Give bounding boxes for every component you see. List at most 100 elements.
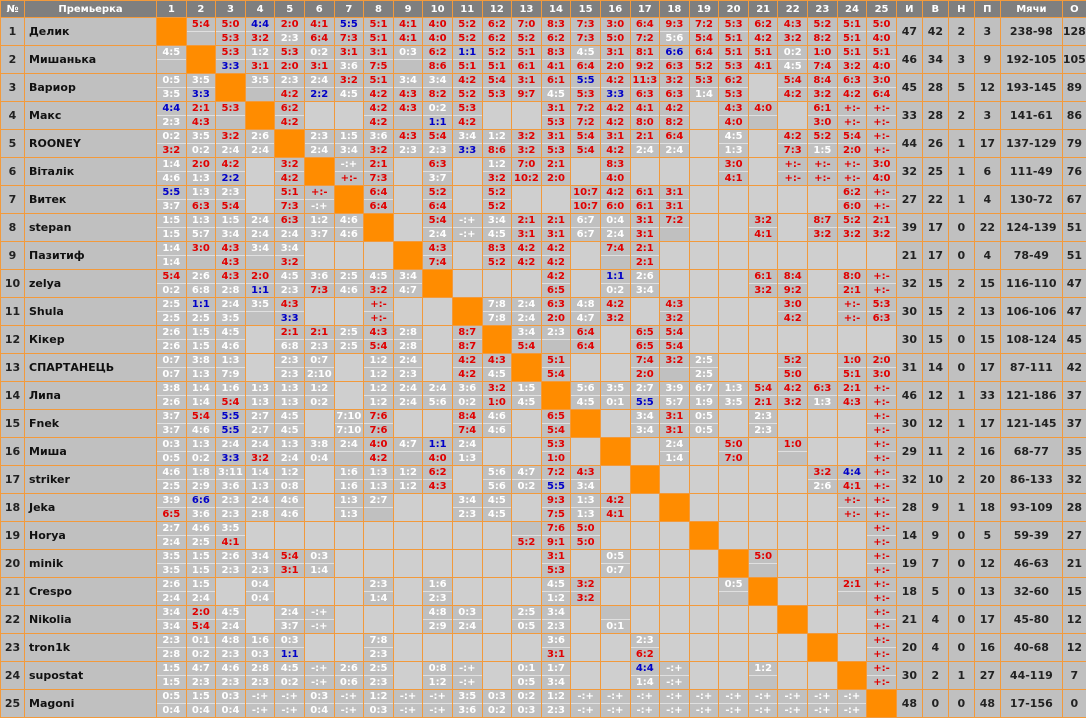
stat-goals: 193-145 — [999, 73, 1063, 102]
stat-points: 32 — [1061, 465, 1086, 494]
score — [542, 340, 570, 353]
score: +:- — [867, 663, 896, 676]
stat-draws: 1 — [947, 381, 975, 410]
score: 5:3 — [275, 47, 304, 60]
score-cell: 3:4 4:3 — [392, 73, 424, 102]
score: 2:1 — [754, 397, 773, 408]
header-cell: 22 — [777, 0, 809, 18]
score: 1:5 — [162, 229, 181, 240]
team-row: 11 Shula 2:5 2:5 1:1 2:5 2:4 3:5 3:5 4:3 3:3 +:- +:-… — [0, 297, 1086, 326]
score-cell — [629, 493, 661, 522]
score: 5:4 — [483, 75, 511, 88]
score: 1:4 — [191, 397, 210, 408]
header-cell: 20 — [718, 0, 749, 18]
score-cell: 3:1 5:3 — [540, 549, 572, 578]
score: 4:2 — [601, 495, 630, 508]
score: 1:2 — [275, 467, 304, 480]
score: 8:3 — [483, 243, 511, 256]
score-cell: 5:1 5:4 — [540, 353, 572, 382]
score — [246, 256, 274, 269]
score-cell: 0:3 — [392, 45, 424, 74]
score: 1:3 — [191, 369, 210, 380]
score-cell: +:- +:- — [866, 101, 897, 130]
score: 1:5 — [187, 327, 215, 340]
score: 11:3 — [630, 75, 659, 88]
score: 0:5 — [695, 425, 713, 436]
score: 2:4 — [221, 145, 240, 156]
score: 1:2 — [364, 691, 393, 704]
score-cell: 1:3 1:3 — [274, 381, 305, 410]
stat-points: 51 — [1061, 213, 1086, 242]
score: 3:2 — [660, 75, 689, 88]
score-cell — [659, 577, 690, 606]
score: 3:4 — [483, 215, 511, 228]
score: 2:3 — [754, 425, 773, 436]
score-cell: 6:2 6:2 — [481, 17, 513, 46]
score: 3:3 — [221, 61, 240, 72]
score-cell — [659, 241, 690, 270]
stat-points: 128 — [1061, 17, 1086, 46]
diagonal-cell — [156, 17, 187, 46]
score: 0:4 — [251, 593, 270, 604]
header-cell: 21 — [747, 0, 779, 18]
stat-wins: 34 — [921, 45, 949, 74]
score: 2:8 — [394, 327, 422, 340]
score: 6:1 — [517, 61, 536, 72]
score: 4:2 — [280, 89, 299, 100]
score: 2:5 — [191, 537, 210, 548]
score-cell: +:- +:- — [866, 661, 897, 690]
score: +:- — [873, 565, 890, 576]
score-cell — [511, 269, 542, 298]
score-cell: 10:7 10:7 — [570, 185, 601, 214]
score: 5:1 — [842, 33, 861, 44]
score: +:- — [814, 173, 831, 184]
score-cell: 2:6 3:4 — [629, 269, 661, 298]
score: 6:4 — [872, 89, 891, 100]
score-cell: 8:3 5:2 — [481, 241, 513, 270]
score-cell: 3:2 6:3 — [659, 73, 690, 102]
score-cell: -:+ -:+ — [244, 689, 276, 718]
score-cell — [392, 213, 424, 242]
score-cell: +:- +:- — [866, 381, 897, 410]
score-cell — [481, 661, 513, 690]
score: 5:4 — [749, 383, 777, 396]
score-cell — [570, 661, 601, 690]
score-cell: 2:8 2:8 — [392, 325, 424, 354]
stat-wins: 11 — [921, 437, 949, 466]
score — [749, 116, 777, 129]
score-cell: 6:2 4:2 — [274, 101, 305, 130]
score: 1:3 — [191, 173, 210, 184]
score-cell — [807, 325, 838, 354]
score: 5:1 — [838, 47, 866, 60]
score-cell — [392, 633, 424, 662]
score: 2:1 — [630, 131, 659, 144]
score: 4:0 — [749, 103, 777, 116]
score: 5:0 — [571, 523, 600, 536]
score-cell — [659, 269, 690, 298]
score: 2:6 — [157, 327, 186, 340]
row-number: 14 — [0, 381, 25, 410]
score: 4:5 — [517, 397, 536, 408]
team-row: 14 Липа 3:8 2:6 1:4 1:4 1:6 5:4 1:3 1:3 1:3 1:3 1:2 0… — [0, 381, 1086, 410]
score-cell: 3:5 — [244, 73, 276, 102]
score: 7:4 — [601, 243, 630, 256]
score: 1:4 — [635, 677, 654, 688]
score: 5:3 — [216, 47, 245, 60]
score: 5:3 — [690, 75, 718, 88]
score-cell: 4:2 3:2 — [599, 297, 631, 326]
score-cell — [481, 577, 513, 606]
score-cell — [718, 297, 749, 326]
stat-games: 45 — [895, 73, 923, 102]
stat-wins: 28 — [921, 73, 949, 102]
score-cell — [511, 437, 542, 466]
score: -:+ — [281, 705, 298, 716]
header-cell: 2 — [185, 0, 217, 18]
score: 2:3 — [280, 285, 299, 296]
score: -:+ — [754, 705, 772, 716]
score: 3:4 — [635, 425, 654, 436]
score: 7:6 — [542, 523, 570, 536]
score: 3:5 — [157, 551, 186, 564]
score: 4:7 — [187, 663, 215, 676]
score: 3:4 — [394, 75, 422, 88]
score: 4:1 — [754, 61, 773, 72]
